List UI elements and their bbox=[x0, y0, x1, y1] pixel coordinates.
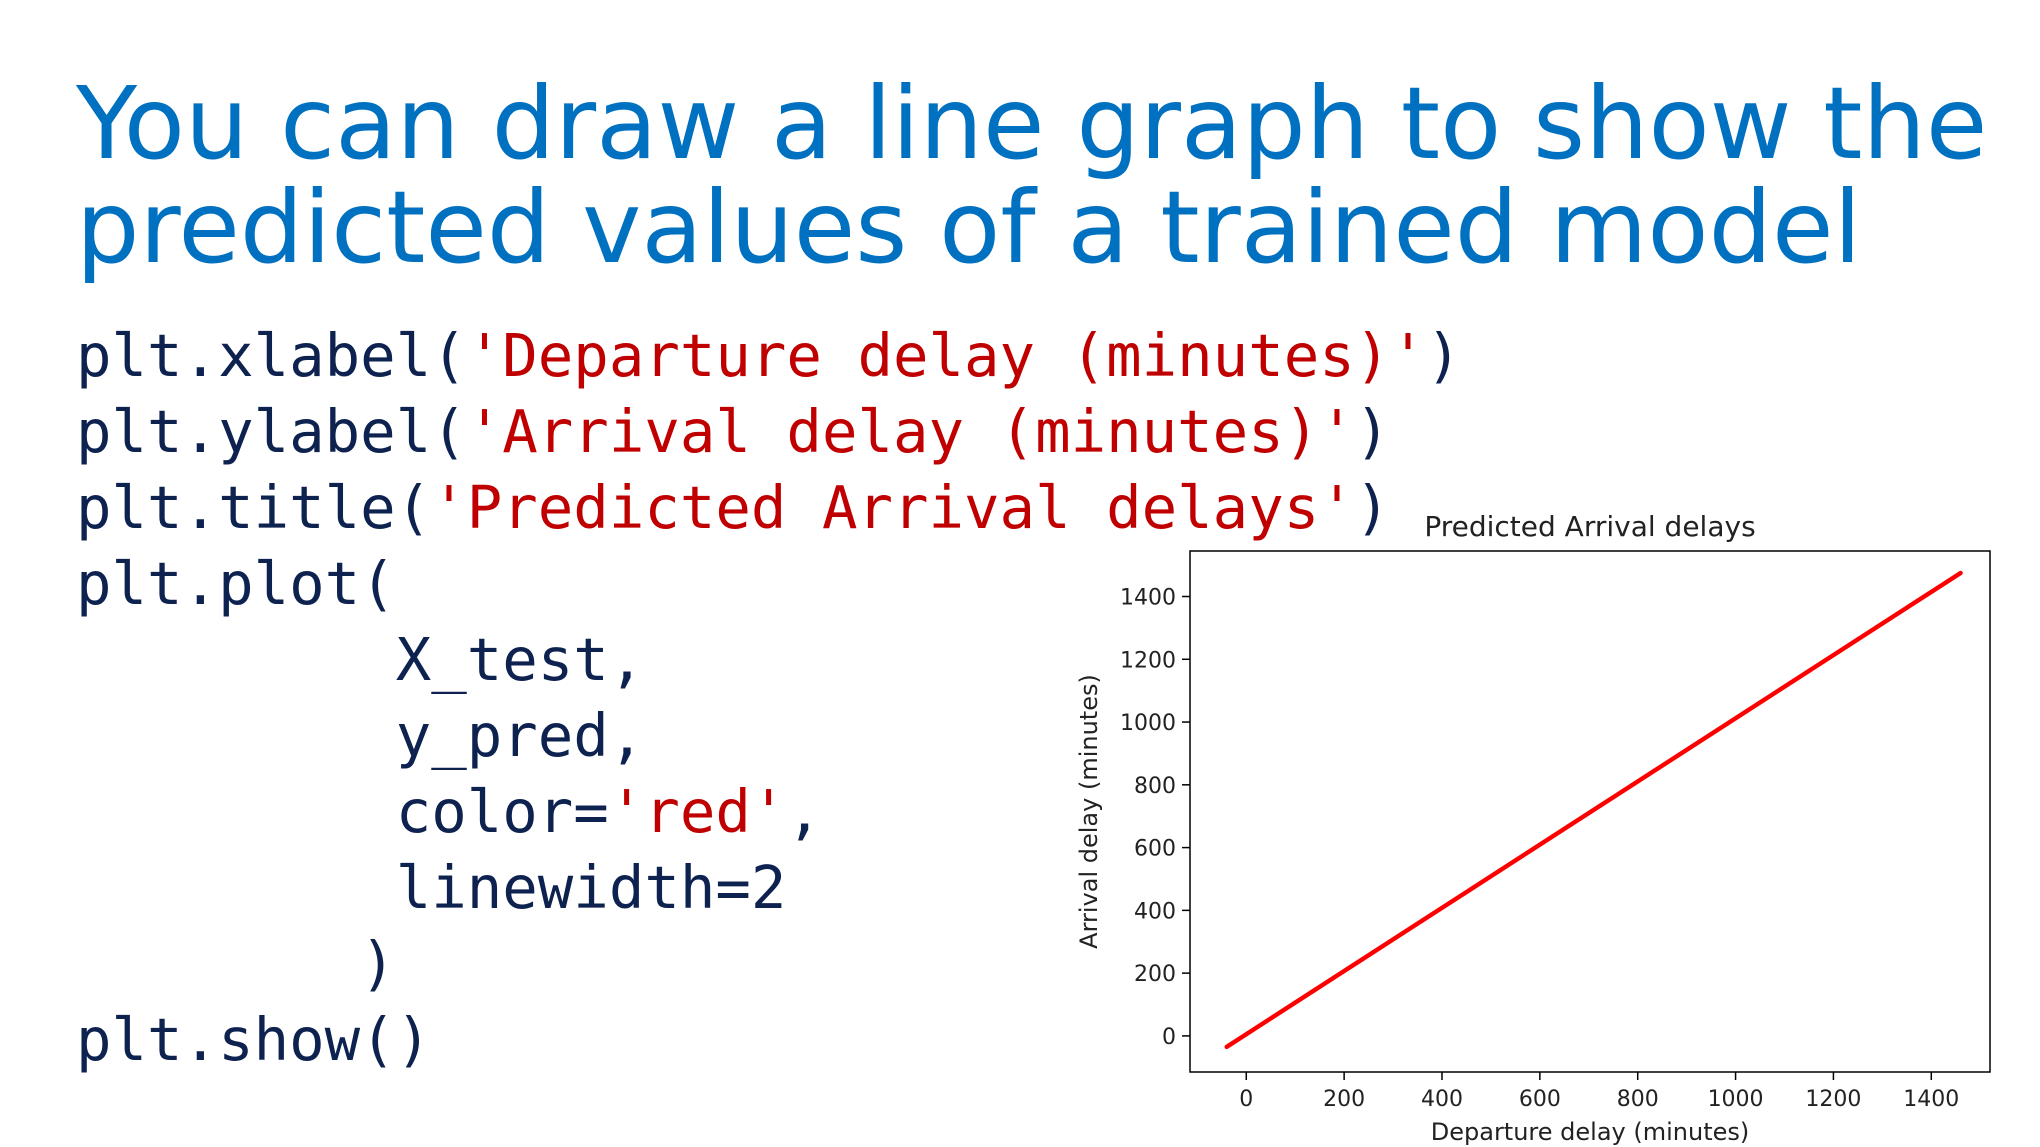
y-tick-label: 200 bbox=[1134, 962, 1176, 987]
code-text: color= bbox=[76, 777, 609, 846]
code-line: plt.title('Predicted Arrival delays') bbox=[76, 470, 1461, 546]
code-string: 'red' bbox=[608, 777, 787, 846]
code-text: ) bbox=[1354, 397, 1391, 466]
y-tick-label: 800 bbox=[1134, 774, 1176, 799]
code-line: color='red', bbox=[76, 774, 1461, 850]
x-tick-label: 600 bbox=[1519, 1087, 1561, 1112]
x-tick-label: 800 bbox=[1617, 1087, 1659, 1112]
line-chart: Predicted Arrival delays 0 200 400 600 800 10… bbox=[1060, 500, 2000, 1147]
x-tick-label: 1400 bbox=[1903, 1087, 1959, 1112]
y-tick-label: 1400 bbox=[1120, 586, 1176, 611]
x-tick-label: 200 bbox=[1323, 1087, 1365, 1112]
code-block: plt.xlabel('Departure delay (minutes)') … bbox=[76, 318, 1461, 1078]
code-text: plt.title( bbox=[76, 473, 432, 542]
code-text: , bbox=[786, 777, 822, 846]
y-tick-label: 1000 bbox=[1120, 711, 1176, 736]
code-line: plt.xlabel('Departure delay (minutes)') bbox=[76, 318, 1461, 394]
code-line: y_pred, bbox=[76, 698, 1461, 774]
y-tick-label: 1200 bbox=[1120, 648, 1176, 673]
series-layer bbox=[1224, 570, 1963, 1050]
slide-title-line-1: You can draw a line graph to show the bbox=[76, 65, 1988, 182]
code-text: plt.show() bbox=[76, 1005, 432, 1074]
code-line: X_test, bbox=[76, 622, 1461, 698]
x-tick-label: 1200 bbox=[1805, 1087, 1861, 1112]
x-axis: 0 200 400 600 800 1000 1200 1400 bbox=[1239, 1072, 1959, 1112]
code-string: 'Departure delay (minutes)' bbox=[466, 321, 1426, 390]
code-text: y_pred, bbox=[76, 701, 645, 770]
code-text: ) bbox=[1425, 321, 1462, 390]
code-line: plt.ylabel('Arrival delay (minutes)') bbox=[76, 394, 1461, 470]
y-tick-label: 600 bbox=[1134, 837, 1176, 862]
code-line: ) bbox=[76, 926, 1461, 1002]
code-text: plt.ylabel( bbox=[76, 397, 467, 466]
code-text: plt.plot( bbox=[76, 549, 396, 618]
code-line: plt.plot( bbox=[76, 546, 1461, 622]
x-tick-label: 0 bbox=[1239, 1087, 1253, 1112]
y-axis: 0 200 400 600 800 1000 1200 1400 bbox=[1120, 586, 1190, 1050]
code-line: linewidth=2 bbox=[76, 850, 1461, 926]
code-text: plt.xlabel( bbox=[76, 321, 467, 390]
plot-frame bbox=[1189, 550, 1991, 1073]
slide-title: You can draw a line graph to show the pr… bbox=[76, 72, 2016, 280]
code-string: 'Predicted Arrival delays' bbox=[431, 473, 1355, 542]
x-axis-label: Departure delay (minutes) bbox=[1431, 1118, 1750, 1146]
code-text: ) bbox=[1354, 473, 1391, 542]
x-tick-label: 400 bbox=[1421, 1087, 1463, 1112]
code-string: 'Arrival delay (minutes)' bbox=[466, 397, 1355, 466]
chart-svg: Predicted Arrival delays 0 200 400 600 800 10… bbox=[1075, 510, 1991, 1146]
y-axis-label: Arrival delay (minutes) bbox=[1075, 674, 1103, 949]
code-text: linewidth=2 bbox=[76, 853, 787, 922]
series-line bbox=[1224, 570, 1963, 1050]
chart-title: Predicted Arrival delays bbox=[1424, 510, 1755, 543]
code-text: X_test, bbox=[76, 625, 645, 694]
y-tick-label: 400 bbox=[1134, 899, 1176, 924]
y-tick-label: 0 bbox=[1162, 1025, 1176, 1050]
code-text: ) bbox=[76, 929, 396, 998]
slide-title-line-2: predicted values of a trained model bbox=[76, 169, 1862, 286]
x-tick-label: 1000 bbox=[1708, 1087, 1764, 1112]
code-line: plt.show() bbox=[76, 1002, 1461, 1078]
